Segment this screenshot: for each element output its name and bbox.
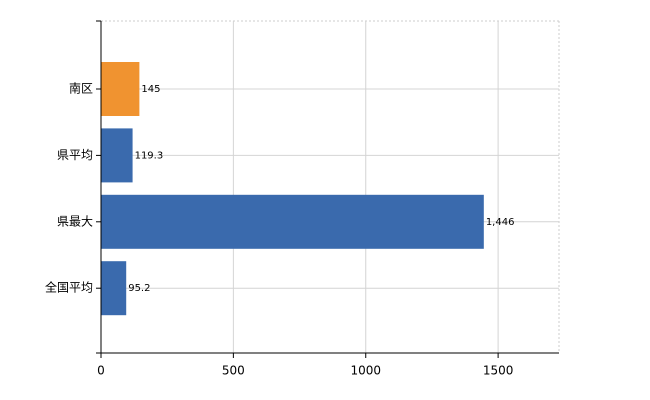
x-tick-label: 1500 (483, 364, 514, 378)
x-tick-label: 500 (222, 364, 245, 378)
value-label: 95.2 (128, 283, 150, 294)
bar (101, 194, 484, 249)
value-label: 119.3 (135, 150, 164, 161)
bar (101, 261, 127, 316)
bar (101, 128, 133, 183)
y-tick-label: 県最大 (57, 214, 93, 228)
x-tick-label: 1000 (350, 364, 381, 378)
x-tick-label: 0 (97, 364, 105, 378)
value-label: 1,446 (486, 217, 515, 228)
y-tick-label: 南区 (69, 81, 93, 96)
y-tick-label: 県平均 (57, 148, 93, 162)
bar (101, 62, 140, 116)
y-tick-label: 全国平均 (45, 280, 93, 295)
value-label: 145 (141, 84, 160, 95)
